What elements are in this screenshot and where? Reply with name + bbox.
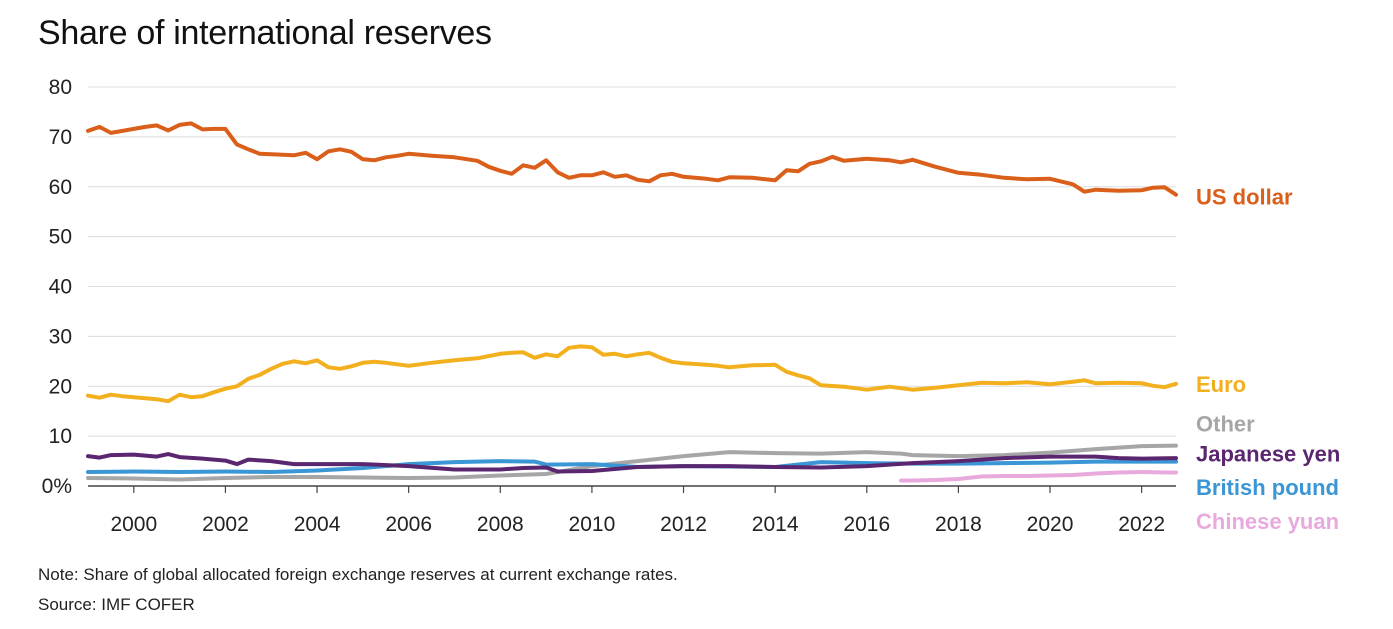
y-tick-label: 20 bbox=[49, 375, 72, 398]
chart-title: Share of international reserves bbox=[38, 14, 492, 52]
series-line-euro bbox=[86, 344, 1178, 404]
series-label-chinese-yuan: Chinese yuan bbox=[1196, 509, 1339, 534]
series-label-other: Other bbox=[1196, 412, 1255, 437]
series-line-other bbox=[86, 443, 1178, 482]
x-tick-label: 2018 bbox=[935, 513, 982, 536]
x-tick-label: 2002 bbox=[202, 513, 249, 536]
x-tick-label: 2014 bbox=[752, 513, 799, 536]
x-axis-tick-labels: 2000 2002 2004 2006 2008 2010 2012 2014 2016 2018… bbox=[110, 486, 1165, 536]
chart-note: Note: Share of global allocated foreign … bbox=[38, 565, 678, 584]
series-line-us-dollar bbox=[86, 121, 1178, 197]
y-tick-label: 30 bbox=[49, 325, 72, 348]
x-tick-label: 2012 bbox=[660, 513, 707, 536]
series-lines bbox=[86, 121, 1178, 483]
y-tick-label: 80 bbox=[49, 76, 72, 99]
series-label-british-pound: British pound bbox=[1196, 475, 1339, 500]
series-line-japanese-yen bbox=[86, 452, 1178, 474]
series-line-british-pound bbox=[86, 459, 1178, 474]
chart-source: Source: IMF COFER bbox=[38, 595, 195, 614]
y-tick-label: 0% bbox=[42, 475, 72, 498]
series-label-us-dollar: US dollar bbox=[1196, 185, 1293, 210]
y-tick-label: 50 bbox=[49, 226, 72, 249]
x-tick-label: 2008 bbox=[477, 513, 524, 536]
x-tick-label: 2006 bbox=[385, 513, 432, 536]
x-tick-label: 2022 bbox=[1118, 513, 1165, 536]
x-tick-label: 2020 bbox=[1027, 513, 1074, 536]
x-tick-label: 2016 bbox=[843, 513, 890, 536]
series-label-euro: Euro bbox=[1196, 372, 1246, 397]
series-label-japanese-yen: Japanese yen bbox=[1196, 442, 1340, 467]
y-tick-label: 40 bbox=[49, 276, 72, 299]
y-axis-tick-labels: 0% 10 20 30 40 50 60 70 80 bbox=[42, 76, 72, 498]
series-labels: US dollar Euro Other Japanese yen British po… bbox=[1196, 185, 1340, 534]
gridlines bbox=[88, 86, 1176, 487]
y-tick-label: 70 bbox=[49, 126, 72, 149]
series-line-chinese-yuan bbox=[899, 470, 1178, 483]
x-tick-label: 2004 bbox=[294, 513, 341, 536]
y-tick-label: 60 bbox=[49, 176, 72, 199]
x-tick-label: 2010 bbox=[569, 513, 616, 536]
y-tick-label: 10 bbox=[49, 425, 72, 448]
x-tick-label: 2000 bbox=[110, 513, 157, 536]
